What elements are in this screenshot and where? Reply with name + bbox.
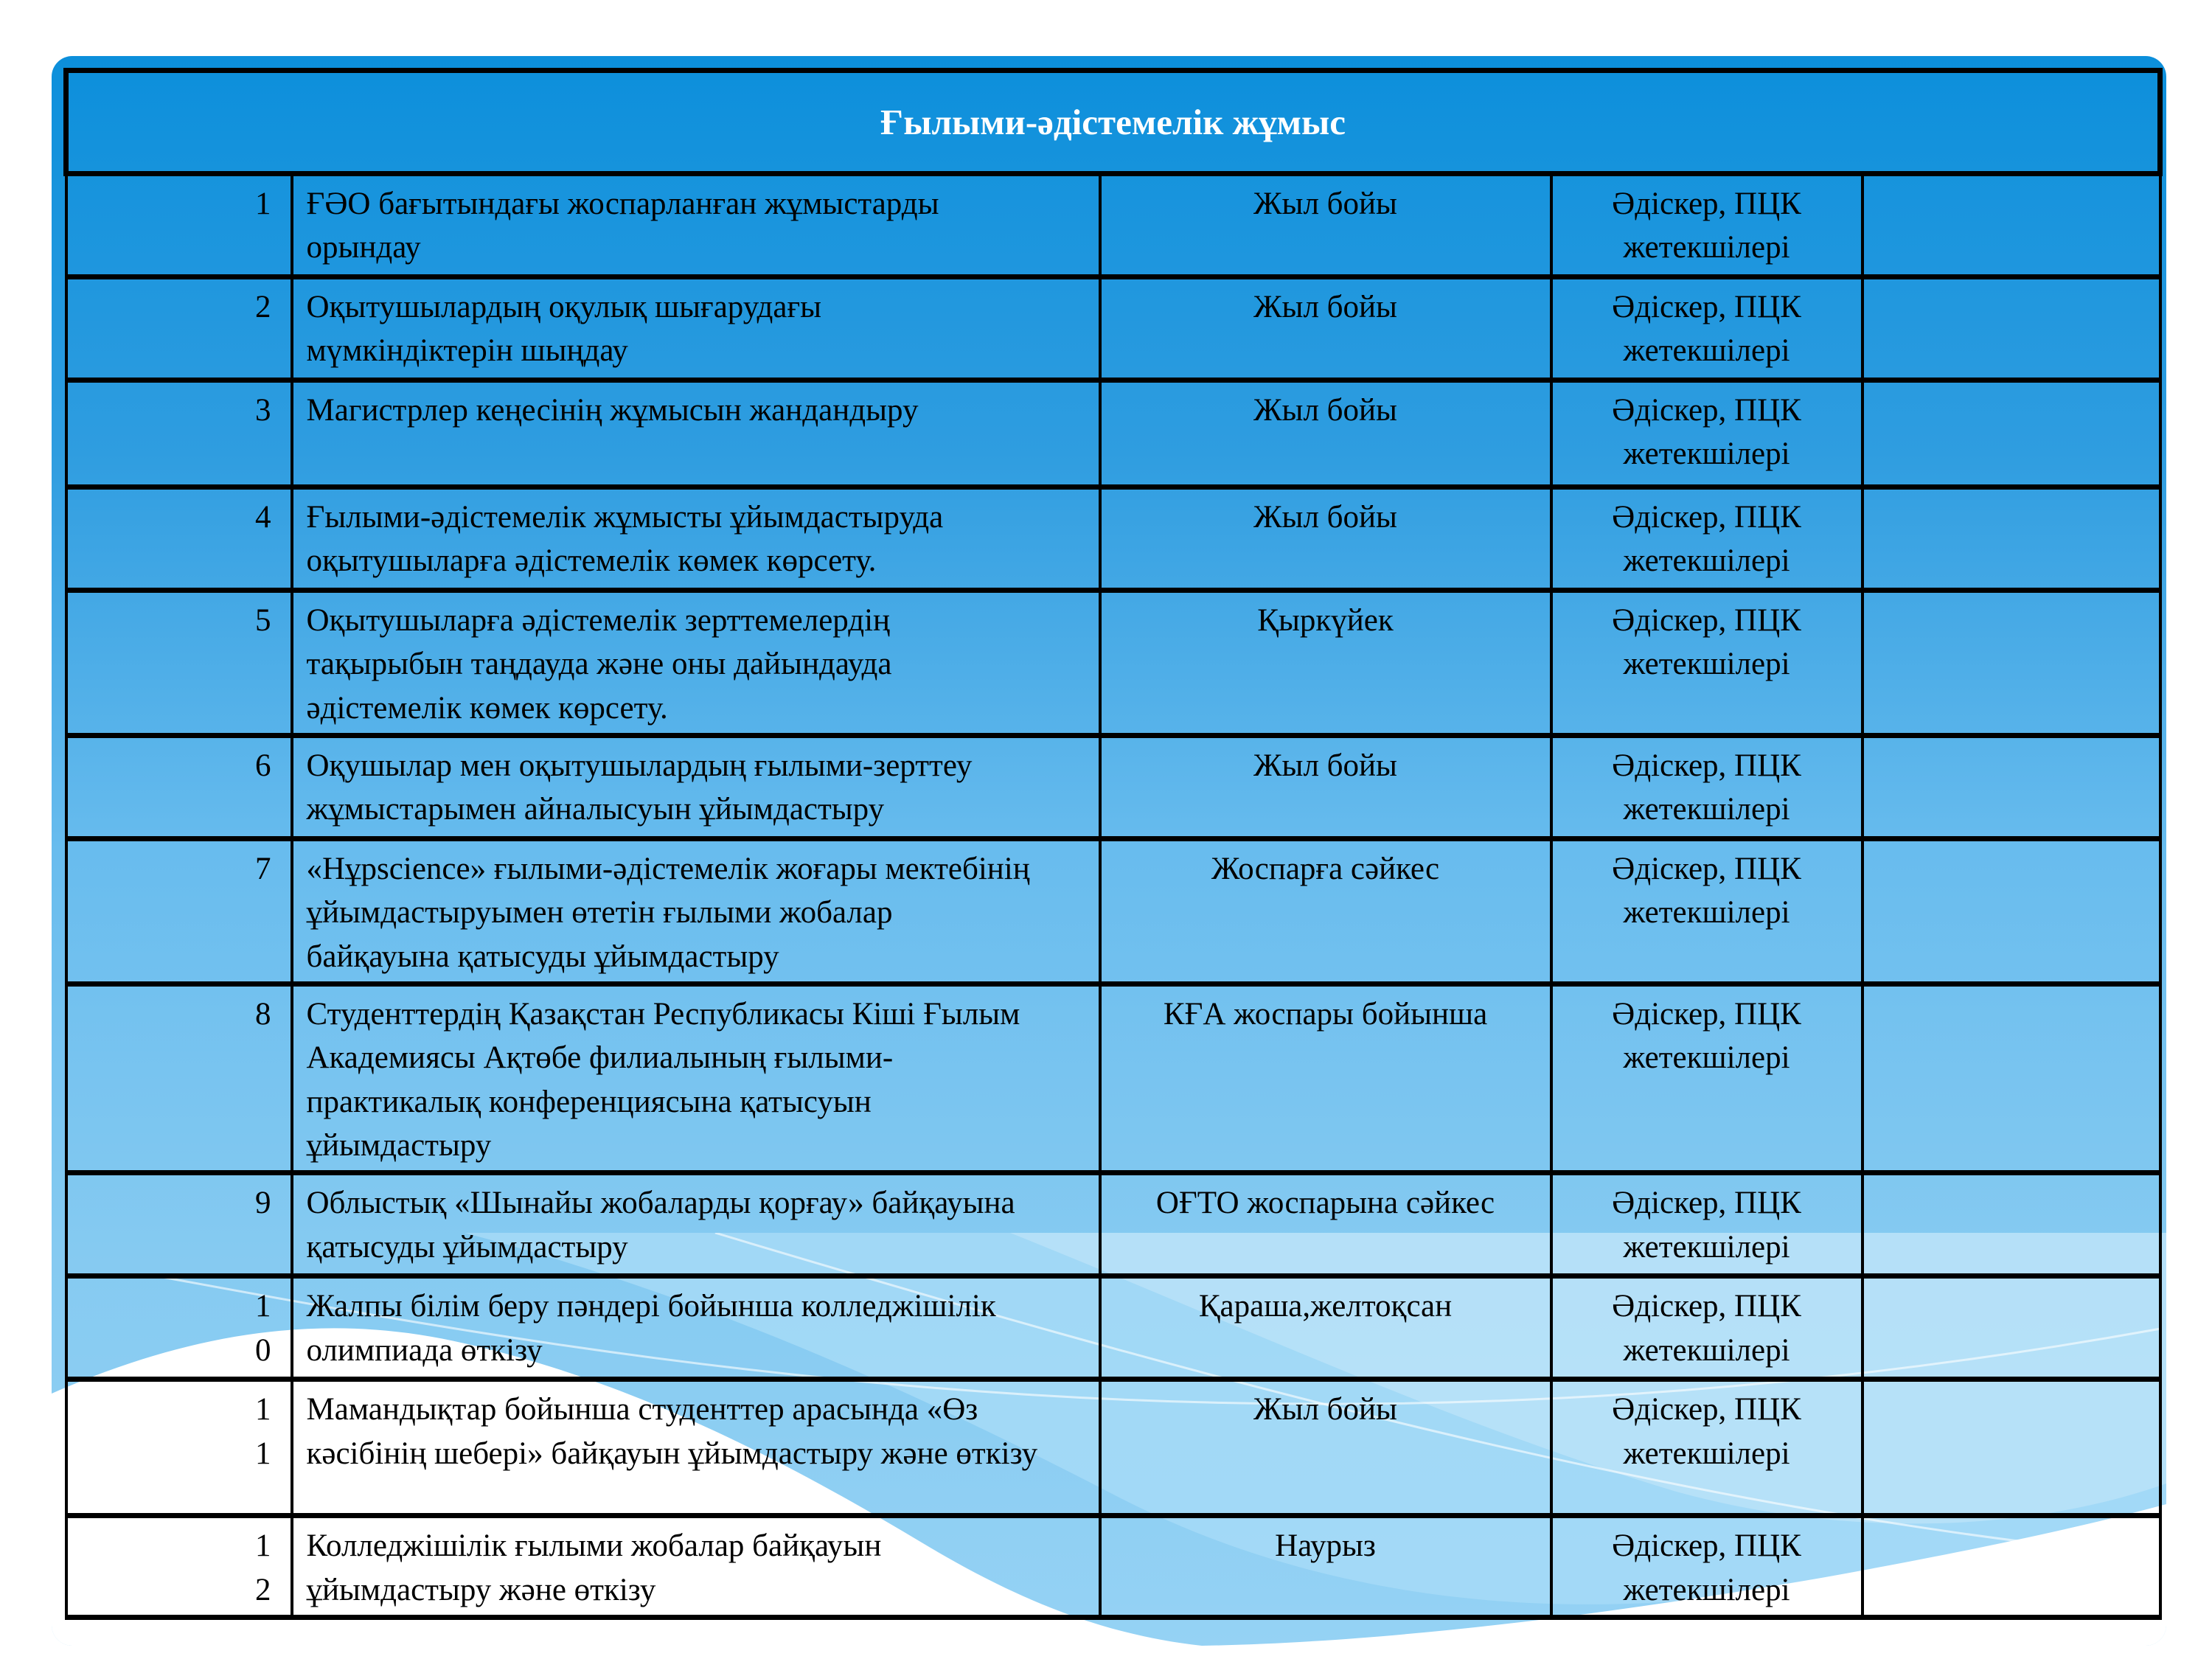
responsible-cell: Әдіскер, ПЦК жетекшілері: [1549, 274, 1864, 383]
table-row: 4 Ғылыми-әдістемелік жұмысты ұйымдастыруд…: [64, 484, 2162, 593]
task-cell: Студенттердің Қазақстан Республикасы Кіш…: [290, 981, 1102, 1176]
row-number-cell: 5: [64, 588, 293, 738]
timing-cell: Қараша,желтоқсан: [1098, 1273, 1553, 1382]
responsible-cell: Әдіскер, ПЦК жетекшілері: [1549, 588, 1864, 738]
notes-cell: [1860, 1513, 2162, 1620]
task-cell: Мамандықтар бойынша студенттер арасында …: [290, 1377, 1102, 1519]
row-number-cell: 1 2: [64, 1513, 293, 1620]
notes-cell: [1860, 171, 2162, 279]
row-number-cell: 4: [64, 484, 293, 593]
row-number-cell: 9: [64, 1170, 293, 1279]
responsible-cell: Әдіскер, ПЦК жетекшілері: [1549, 732, 1864, 841]
timing-cell: Жыл бойы: [1098, 274, 1553, 383]
table-row: 6 Оқушылар мен оқытушылардың ғылыми-зертт…: [64, 732, 2162, 841]
row-number-cell: 7: [64, 835, 293, 987]
notes-cell: [1860, 484, 2162, 593]
table-row: 1 2 Колледжішілік ғылыми жобалар байқауын…: [64, 1513, 2162, 1620]
table-row: 9 Облыстық «Шынайы жобаларды қорғау» байқ…: [64, 1170, 2162, 1279]
task-cell: Жалпы білім беру пәндері бойынша колледж…: [290, 1273, 1102, 1382]
responsible-cell: Әдіскер, ПЦК жетекшілері: [1549, 484, 1864, 593]
table-row: 1 1 Мамандықтар бойынша студенттер арасын…: [64, 1377, 2162, 1519]
responsible-cell: Әдіскер, ПЦК жетекшілері: [1549, 1513, 1864, 1620]
notes-cell: [1860, 835, 2162, 987]
row-number-cell: 6: [64, 732, 293, 841]
timing-cell: Жыл бойы: [1098, 732, 1553, 841]
timing-cell: Жыл бойы: [1098, 378, 1553, 490]
row-number-cell: 1 1: [64, 1377, 293, 1519]
row-number-cell: 3: [64, 378, 293, 490]
responsible-cell: Әдіскер, ПЦК жетекшілері: [1549, 171, 1864, 279]
notes-cell: [1860, 1170, 2162, 1279]
responsible-cell: Әдіскер, ПЦК жетекшілері: [1549, 378, 1864, 490]
task-cell: Магистрлер кеңесінің жұмысын жандандыру: [290, 378, 1102, 490]
timing-cell: ОҒТО жоспарына сәйкес: [1098, 1170, 1553, 1279]
timing-cell: Қыркүйек: [1098, 588, 1553, 738]
task-cell: Оқытушыларға әдістемелік зерттемелердің …: [290, 588, 1102, 738]
responsible-cell: Әдіскер, ПЦК жетекшілері: [1549, 981, 1864, 1176]
responsible-cell: Әдіскер, ПЦК жетекшілері: [1549, 835, 1864, 987]
row-number-cell: 1: [64, 171, 293, 279]
responsible-cell: Әдіскер, ПЦК жетекшілері: [1549, 1273, 1864, 1382]
row-number-cell: 1 0: [64, 1273, 293, 1382]
table-header-row: Ғылыми-әдістемелік жұмыс: [63, 68, 2163, 176]
timing-cell: Наурыз: [1098, 1513, 1553, 1620]
table-row: 1 0 Жалпы білім беру пәндері бойынша колл…: [64, 1273, 2162, 1382]
table-row: 5 Оқытушыларға әдістемелік зерттемелердің…: [64, 588, 2162, 738]
notes-cell: [1860, 981, 2162, 1176]
responsible-cell: Әдіскер, ПЦК жетекшілері: [1549, 1170, 1864, 1279]
schedule-table: Ғылыми-әдістемелік жұмыс 1 ҒӘО бағытындағ…: [63, 68, 2163, 1620]
notes-cell: [1860, 1377, 2162, 1519]
table-row: 3 Магистрлер кеңесінің жұмысын жандандыру…: [64, 378, 2162, 490]
task-cell: Ғылыми-әдістемелік жұмысты ұйымдастыруда…: [290, 484, 1102, 593]
timing-cell: Жыл бойы: [1098, 171, 1553, 279]
notes-cell: [1860, 732, 2162, 841]
row-number-cell: 2: [64, 274, 293, 383]
timing-cell: КҒА жоспары бойынша: [1098, 981, 1553, 1176]
notes-cell: [1860, 378, 2162, 490]
responsible-cell: Әдіскер, ПЦК жетекшілері: [1549, 1377, 1864, 1519]
task-cell: Оқытушылардың оқулық шығарудағы мүмкінді…: [290, 274, 1102, 383]
notes-cell: [1860, 588, 2162, 738]
notes-cell: [1860, 1273, 2162, 1382]
task-cell: Облыстық «Шынайы жобаларды қорғау» байқа…: [290, 1170, 1102, 1279]
notes-cell: [1860, 274, 2162, 383]
timing-cell: Жыл бойы: [1098, 1377, 1553, 1519]
table-row: 8 Студенттердің Қазақстан Республикасы Кі…: [64, 981, 2162, 1176]
task-cell: Оқушылар мен оқытушылардың ғылыми-зертте…: [290, 732, 1102, 841]
task-cell: «Нұрscience» ғылыми-әдістемелік жоғары м…: [290, 835, 1102, 987]
task-cell: ҒӘО бағытындағы жоспарланған жұмыстарды …: [290, 171, 1102, 279]
table-row: 1 ҒӘО бағытындағы жоспарланған жұмыстарды…: [64, 171, 2162, 279]
timing-cell: Жыл бойы: [1098, 484, 1553, 593]
table-title: Ғылыми-әдістемелік жұмыс: [63, 68, 2163, 176]
timing-cell: Жоспарға сәйкес: [1098, 835, 1553, 987]
row-number-cell: 8: [64, 981, 293, 1176]
task-cell: Колледжішілік ғылыми жобалар байқауын ұй…: [290, 1513, 1102, 1620]
table-row: 7 «Нұрscience» ғылыми-әдістемелік жоғары …: [64, 835, 2162, 987]
table-row: 2 Оқытушылардың оқулық шығарудағы мүмкінд…: [64, 274, 2162, 383]
